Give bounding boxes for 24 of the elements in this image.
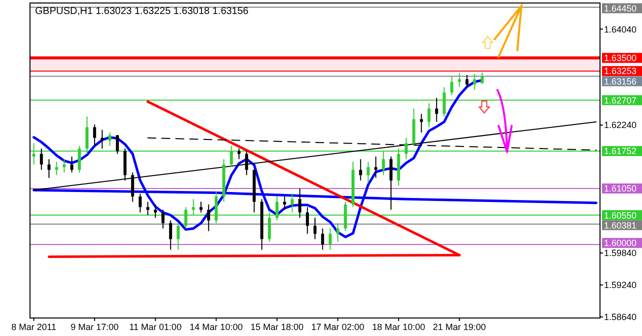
x-tick-label: 14 Mar 10:00 <box>190 322 243 332</box>
y-tick-label: 1.64040 <box>604 24 637 34</box>
y-tick-label: 1.59240 <box>604 280 637 290</box>
y-tick-label: 1.59840 <box>604 248 637 258</box>
x-tick-label: 17 Mar 02:00 <box>311 322 364 332</box>
ref-line-label: 1.60550 <box>604 210 637 220</box>
x-tick-label: 8 Mar 2011 <box>11 322 56 332</box>
ref-line-label: 1.63156 <box>604 76 637 86</box>
ref-line-label: 1.64450 <box>604 3 637 14</box>
x-tick-label: 21 Mar 19:00 <box>432 322 486 332</box>
x-tick-label: 11 Mar 01:00 <box>129 322 182 332</box>
ref-line-label: 1.63253 <box>604 66 637 76</box>
ref-line-label: 1.63500 <box>604 53 637 64</box>
ref-line-label: 1.60381 <box>604 220 637 230</box>
x-tick-label: 15 Mar 18:00 <box>250 322 304 332</box>
x-tick-label: 18 Mar 10:00 <box>372 322 426 332</box>
chart-title: GBPUSD,H1 1.63023 1.63225 1.63018 1.63156 <box>35 6 249 17</box>
y-tick-label: 1.58640 <box>604 312 637 322</box>
x-tick-label: 9 Mar 17:00 <box>70 322 119 332</box>
ref-line-label: 1.62707 <box>604 95 637 106</box>
ref-line-label: 1.61752 <box>604 146 637 156</box>
ref-line-label: 1.60000 <box>604 238 637 248</box>
y-tick-label: 1.62240 <box>604 120 637 130</box>
ref-line-label: 1.61050 <box>604 184 637 194</box>
